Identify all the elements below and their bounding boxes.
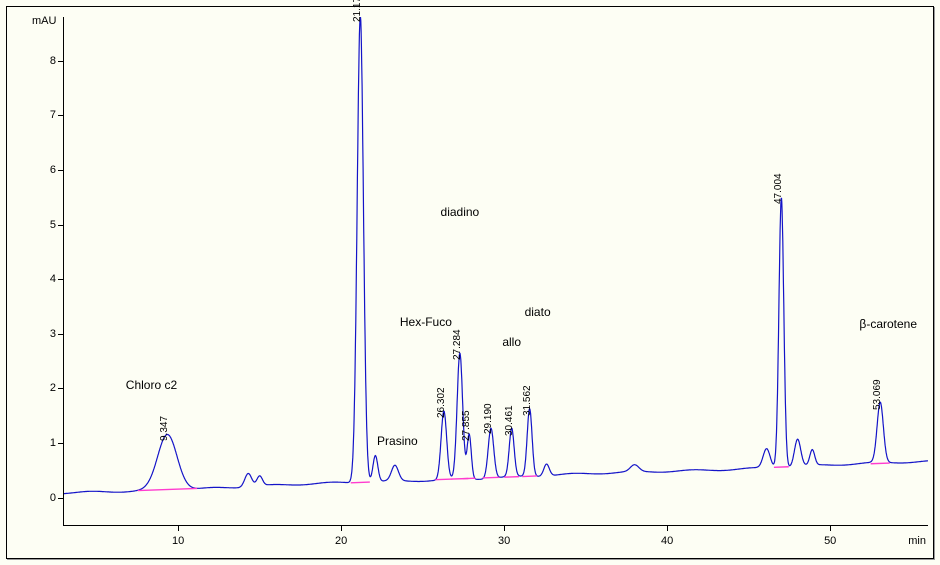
y-tick	[58, 443, 64, 444]
x-tick	[341, 525, 342, 531]
y-tick-label: 0	[34, 492, 56, 504]
x-tick	[178, 525, 179, 531]
peak-rt-label: 9.347	[159, 416, 170, 441]
y-tick	[58, 388, 64, 389]
y-tick-label: 3	[34, 328, 56, 340]
baseline-segment	[351, 482, 370, 483]
peak-name-label: Hex-Fuco	[400, 315, 452, 329]
peak-rt-label: 21.176	[352, 0, 363, 22]
x-tick	[830, 525, 831, 531]
y-tick	[58, 170, 64, 171]
x-tick	[504, 525, 505, 531]
y-tick	[58, 225, 64, 226]
y-tick-label: 2	[34, 382, 56, 394]
baseline-segment	[504, 477, 519, 478]
y-tick-label: 4	[34, 273, 56, 285]
chart-frame: mAU min 10 20 30 40 50 0 1 2 3 4 5 6 7 8 9.347 Chloro c…	[6, 6, 934, 559]
peak-rt-label: 30.461	[504, 405, 515, 436]
peak-name-label: allo	[502, 335, 521, 349]
peak-rt-label: 47.004	[773, 173, 784, 204]
baseline-segment	[522, 476, 537, 477]
y-tick	[58, 334, 64, 335]
x-tick-label: 10	[172, 535, 184, 547]
peak-name-label: diato	[525, 305, 551, 319]
y-tick-label: 7	[34, 109, 56, 121]
y-tick	[58, 279, 64, 280]
peak-rt-label: 53.069	[872, 380, 883, 411]
x-tick	[667, 525, 668, 531]
y-tick	[58, 498, 64, 499]
x-tick-label: 50	[824, 535, 836, 547]
y-tick	[58, 61, 64, 62]
x-tick-label: 30	[498, 535, 510, 547]
peak-name-label: diadino	[441, 205, 480, 219]
peak-name-label: Prasino	[377, 434, 418, 448]
chromatogram-trace	[64, 17, 928, 525]
peak-name-label: Chloro c2	[126, 378, 177, 392]
peak-name-label: β-carotene	[859, 317, 917, 331]
y-axis-label: mAU	[32, 15, 56, 27]
y-tick	[58, 115, 64, 116]
peak-rt-label: 29.190	[483, 404, 494, 435]
y-tick-label: 5	[34, 219, 56, 231]
y-tick-label: 8	[34, 55, 56, 67]
y-tick-label: 6	[34, 164, 56, 176]
trace-line	[64, 17, 928, 494]
x-axis-label: min	[908, 535, 926, 547]
peak-rt-label: 31.562	[522, 385, 533, 416]
plot-area: mAU min 10203040500123456789.347Chloro c…	[63, 17, 928, 526]
peak-rt-label: 26.302	[436, 388, 447, 419]
baseline-segment	[138, 488, 197, 490]
baseline-segment	[435, 479, 452, 480]
baseline-segment	[774, 467, 789, 468]
peak-rt-label: 27.284	[452, 330, 463, 361]
peak-rt-label: 27.855	[461, 410, 472, 441]
y-tick-label: 1	[34, 437, 56, 449]
x-tick-label: 20	[335, 535, 347, 547]
baseline-segment	[871, 463, 890, 464]
x-tick-label: 40	[661, 535, 673, 547]
baseline-segment	[482, 477, 499, 478]
